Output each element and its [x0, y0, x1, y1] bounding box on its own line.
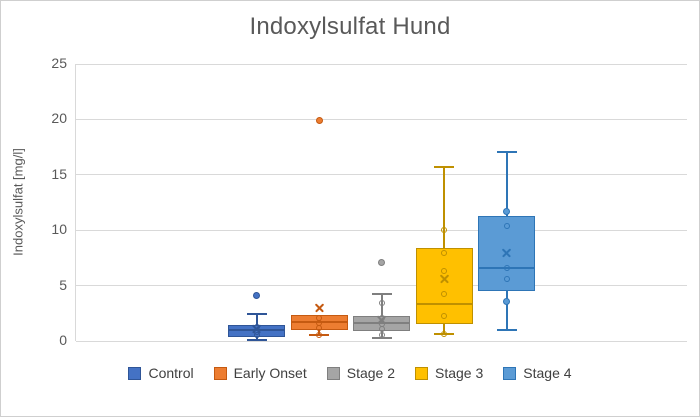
data-point [378, 300, 385, 307]
gridline [76, 340, 687, 342]
legend-swatch [503, 366, 517, 380]
lower-whisker-line [505, 291, 508, 330]
box-group-stage-4 [76, 64, 687, 341]
data-point [441, 291, 447, 298]
box [415, 247, 473, 325]
legend-label: Stage 2 [346, 365, 395, 381]
upper-whisker-cap [371, 292, 392, 295]
gridline [76, 63, 687, 65]
legend-label: Control [148, 365, 194, 381]
data-point [503, 275, 510, 282]
data-point [441, 330, 447, 337]
upper-whisker-cap [434, 166, 454, 169]
outlier-point [503, 207, 510, 215]
data-point [316, 331, 322, 338]
y-tick-label: 15 [51, 165, 67, 182]
lower-whisker-cap [496, 328, 517, 331]
data-point [378, 332, 385, 339]
data-point [441, 313, 447, 320]
outlier-point [503, 297, 510, 305]
gridline [76, 285, 687, 287]
y-tick-label: 5 [59, 276, 67, 293]
lower-whisker-line [443, 324, 445, 335]
legend-item-early-onset: Early Onset [213, 365, 307, 381]
upper-whisker-line [505, 151, 508, 217]
outlier-point [315, 117, 323, 124]
data-point [378, 326, 385, 333]
legend-item-control: Control [128, 365, 194, 381]
upper-whisker-cap [496, 150, 517, 153]
y-axis-title: Indoxylsulfat [mg/l] [10, 148, 26, 256]
data-point [441, 227, 447, 234]
box-group-early-onset [76, 64, 687, 341]
outlier-point [253, 292, 260, 300]
gridline [76, 174, 687, 176]
legend: Control Early Onset Stage 2 Stage 3 Stage 4 [1, 365, 699, 381]
data-point [503, 222, 510, 229]
median-line [415, 303, 473, 306]
upper-whisker-cap [246, 313, 267, 316]
upper-whisker-line [255, 314, 258, 326]
box-group-stage-2 [76, 64, 687, 341]
outlier-point [378, 258, 385, 266]
box-group-control [76, 64, 687, 341]
box-group-stage-3 [76, 64, 687, 341]
legend-label: Stage 3 [435, 365, 484, 381]
upper-whisker-line [443, 167, 445, 248]
chart-title: Indoxylsulfat Hund [249, 13, 451, 40]
mean-marker [501, 247, 512, 258]
data-point [441, 268, 447, 275]
legend-swatch [213, 366, 227, 380]
y-tick-label: 20 [51, 110, 67, 127]
y-tick-label: 10 [51, 221, 67, 238]
legend-item-stage-2: Stage 2 [326, 365, 395, 381]
y-tick-label: 0 [59, 332, 67, 348]
data-point [316, 324, 322, 331]
legend-swatch [128, 366, 142, 380]
y-tick-label: 25 [51, 55, 67, 71]
data-point [316, 314, 322, 321]
lower-whisker-line [255, 336, 258, 340]
data-point [378, 314, 385, 321]
plot-area [75, 63, 687, 342]
data-point [253, 331, 260, 338]
data-point [378, 320, 385, 327]
legend-swatch [326, 366, 340, 380]
legend-label: Early Onset [233, 365, 307, 381]
gridline [76, 229, 687, 231]
data-point [503, 264, 510, 271]
lower-whisker-cap [246, 338, 267, 341]
gridline [76, 118, 687, 120]
legend-item-stage-3: Stage 3 [415, 365, 483, 381]
legend-swatch [415, 366, 428, 380]
legend-label: Stage 4 [523, 365, 572, 381]
legend-item-stage-4: Stage 4 [503, 365, 572, 381]
data-point [441, 250, 447, 257]
